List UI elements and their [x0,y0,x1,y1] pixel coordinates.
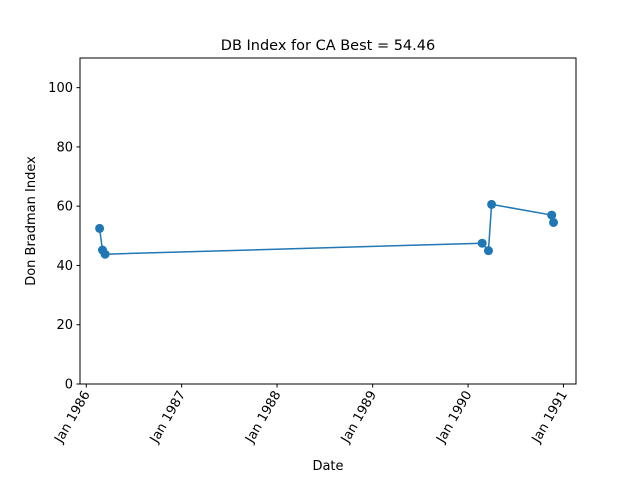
data-point [547,210,557,220]
data-point [487,199,497,209]
data-point [483,246,493,256]
data-point [95,223,105,233]
y-axis-label: Don Bradman Index [24,156,39,286]
data-point [549,217,559,227]
y-tick-label: 60 [56,200,73,215]
data-point [477,238,487,248]
y-tick-label: 40 [56,259,73,274]
axes-frame [79,57,577,385]
plot-area [95,199,559,259]
y-tick-label: 0 [65,378,73,393]
x-axis-label: Date [312,459,343,474]
y-axis: 0 20 40 60 80 100 [48,81,80,393]
data-point [100,249,110,259]
chart-title: DB Index for CA Best = 54.46 [221,38,435,54]
y-tick-label: 80 [56,140,73,155]
y-tick-label: 20 [56,318,73,333]
y-tick-label: 100 [48,81,73,96]
